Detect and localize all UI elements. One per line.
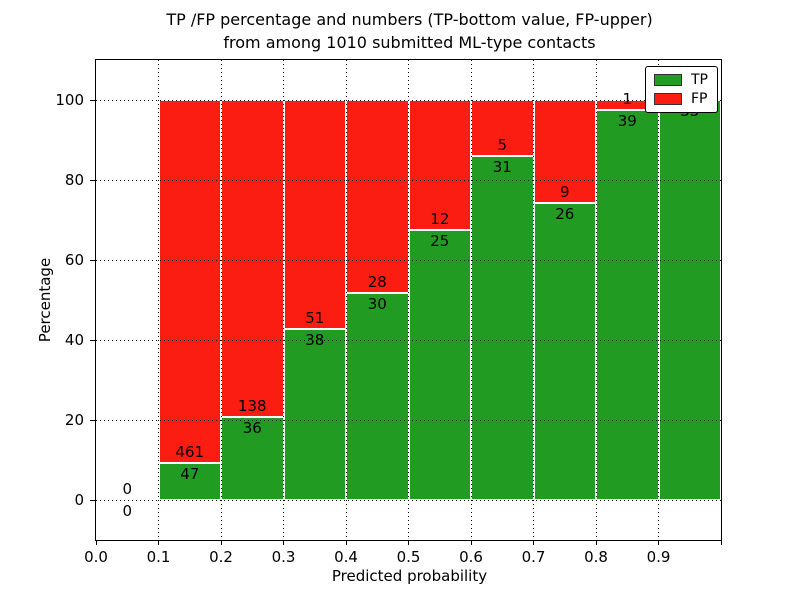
bar-segment-tp <box>408 229 471 500</box>
fp-count-label: 1 <box>622 90 633 108</box>
y-tick-mark <box>90 419 95 421</box>
x-tick-label: 0.6 <box>459 548 483 566</box>
grid-line-vertical <box>533 60 534 540</box>
grid-line-horizontal <box>96 99 721 101</box>
grid-line-vertical <box>470 60 472 540</box>
grid-line-vertical <box>158 60 159 540</box>
grid-line-horizontal <box>96 259 721 261</box>
y-tick-mark <box>90 99 95 101</box>
legend: TP FP <box>645 66 718 113</box>
tp-count-label: 30 <box>367 295 387 314</box>
y-tick-mark <box>90 499 95 501</box>
y-tick-mark <box>90 339 95 341</box>
fp-count-label: 138 <box>237 397 267 416</box>
x-axis-label: Predicted probability <box>331 567 488 585</box>
x-tick-mark <box>408 540 409 545</box>
bar-segment-tp <box>596 110 659 500</box>
fp-count-label: 12 <box>430 209 450 228</box>
title-line-2: from among 1010 submitted ML-type contac… <box>223 33 596 52</box>
x-tick-mark <box>95 540 97 545</box>
grid-line-vertical <box>220 60 222 540</box>
tp-count-label: 25 <box>430 231 450 250</box>
x-tick-mark <box>283 540 284 545</box>
tp-count-label: 0 <box>122 502 133 520</box>
chart-title: TP /FP percentage and numbers (TP-bottom… <box>96 8 723 54</box>
x-tick-mark <box>720 540 722 545</box>
grid-line-horizontal <box>96 179 721 181</box>
tp-count-label: 36 <box>242 419 262 438</box>
legend-item-fp: FP <box>654 92 708 106</box>
tp-count-label: 39 <box>617 112 637 130</box>
grid-line-horizontal <box>96 419 721 421</box>
tp-count-label: 26 <box>555 204 575 223</box>
x-tick-mark <box>158 540 159 545</box>
x-tick-label: 0.7 <box>521 548 546 566</box>
legend-item-tp: TP <box>654 73 708 87</box>
grid-line-vertical <box>345 60 347 540</box>
x-tick-label: 0.3 <box>271 548 296 566</box>
tp-color-swatch <box>654 74 682 86</box>
grid-line-vertical <box>283 60 284 540</box>
grid-line-vertical <box>408 60 409 540</box>
bar-segment-tp <box>346 293 409 500</box>
fp-count-label: 461 <box>175 443 205 461</box>
y-tick-mark <box>90 259 95 261</box>
x-tick-label: 0.2 <box>209 548 233 566</box>
x-tick-label: 0.5 <box>396 548 421 566</box>
y-tick-label: 60 <box>64 251 84 269</box>
y-axis-label: Percentage <box>36 257 54 343</box>
bar-segment-tp <box>283 329 346 500</box>
y-tick-mark <box>90 179 95 181</box>
tp-count-label: 31 <box>492 157 512 176</box>
bar-segment-tp <box>158 462 221 500</box>
fp-count-label: 9 <box>559 182 570 201</box>
tp-count-label: 47 <box>180 464 200 483</box>
fp-count-label: 5 <box>497 135 508 154</box>
grid-line-horizontal <box>96 339 721 341</box>
title-line-1: TP /FP percentage and numbers (TP-bottom… <box>166 10 653 29</box>
y-tick-label: 0 <box>74 491 84 509</box>
fp-count-label: 51 <box>305 309 325 328</box>
x-tick-mark <box>595 540 597 545</box>
x-tick-label: 0.1 <box>146 548 171 566</box>
x-tick-mark <box>470 540 472 545</box>
plot-area: 0046147138365138283012255319261390330.00… <box>55 59 722 566</box>
fp-count-label: 0 <box>122 480 133 498</box>
bar-segment-tp <box>658 100 721 500</box>
bar-segment-tp <box>221 417 284 500</box>
x-tick-label: 0.4 <box>334 548 358 566</box>
tp-count-label: 38 <box>305 331 325 350</box>
legend-label-tp: TP <box>691 72 708 88</box>
x-tick-mark <box>658 540 659 545</box>
fp-count-label: 28 <box>367 273 387 292</box>
bar-segment-fp <box>283 100 346 330</box>
grid-line-vertical <box>658 60 659 540</box>
y-tick-label: 80 <box>64 171 84 189</box>
x-tick-label: 0.8 <box>584 548 608 566</box>
x-tick-mark <box>533 540 534 545</box>
x-tick-mark <box>345 540 347 545</box>
x-tick-label: 0.9 <box>646 548 671 566</box>
y-tick-label: 100 <box>55 91 84 109</box>
fp-color-swatch <box>654 93 682 105</box>
bar-segment-fp <box>346 100 409 294</box>
x-tick-mark <box>220 540 222 545</box>
bar-segment-tp <box>471 155 534 500</box>
grid-line-horizontal <box>96 499 721 501</box>
y-tick-label: 40 <box>64 331 84 349</box>
y-tick-label: 20 <box>64 411 84 429</box>
x-tick-label: 0.0 <box>84 548 108 566</box>
grid-line-vertical <box>595 60 597 540</box>
bar-segment-tp <box>533 202 596 500</box>
legend-label-fp: FP <box>691 91 708 107</box>
bar-segment-fp <box>158 100 221 463</box>
